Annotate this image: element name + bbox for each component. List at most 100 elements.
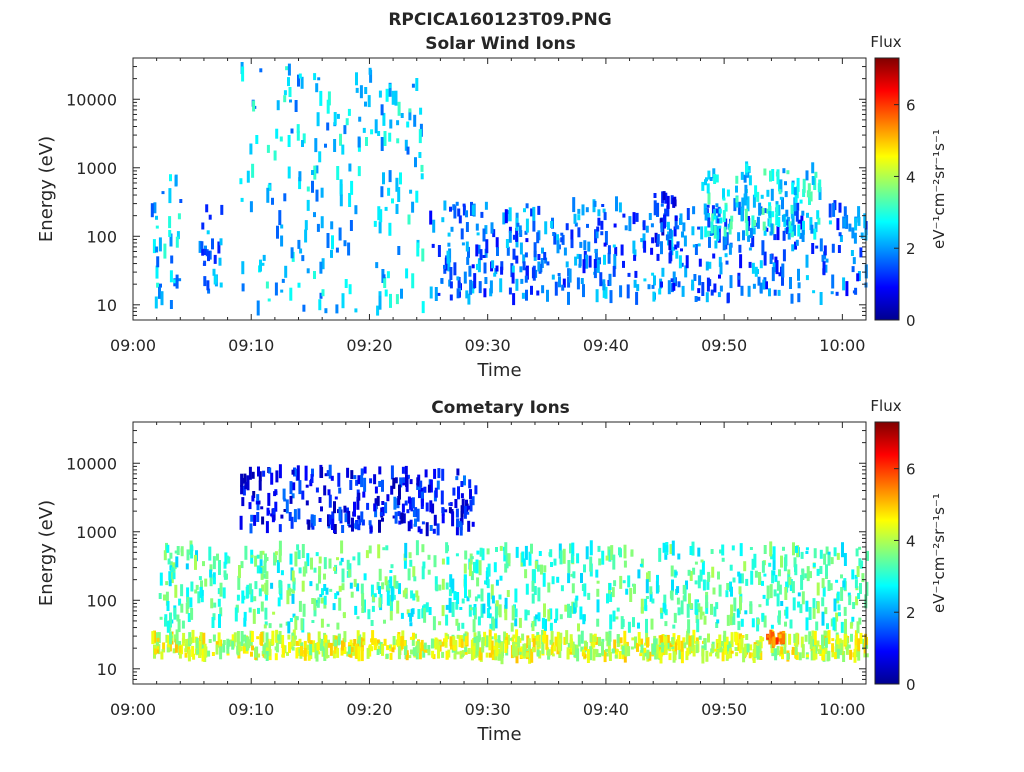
flux-cell — [588, 255, 592, 268]
flux-cell — [508, 226, 512, 233]
flux-cell — [315, 487, 319, 493]
flux-cell — [800, 215, 804, 230]
flux-cell — [445, 614, 449, 626]
flux-cell — [447, 258, 451, 272]
flux-cell — [361, 592, 365, 606]
flux-cell — [219, 582, 223, 597]
flux-cell — [806, 566, 810, 582]
flux-cell — [415, 190, 419, 203]
flux-cell — [194, 554, 197, 570]
flux-cell — [779, 196, 783, 200]
flux-cell — [444, 257, 448, 271]
flux-cell — [574, 598, 578, 608]
flux-cell — [750, 570, 754, 585]
flux-cell — [463, 475, 466, 486]
flux-cell — [195, 584, 199, 590]
flux-cell — [502, 212, 506, 225]
flux-cell — [850, 633, 853, 642]
flux-cell — [331, 518, 334, 530]
flux-cell — [412, 593, 416, 601]
flux-cell — [776, 593, 780, 607]
flux-cell — [743, 561, 747, 572]
flux-cell — [151, 631, 155, 645]
flux-cell — [839, 235, 843, 242]
flux-cell — [379, 209, 383, 223]
flux-cell — [655, 649, 659, 660]
flux-cell — [830, 557, 834, 565]
flux-cell — [723, 640, 727, 655]
flux-cell — [353, 501, 356, 517]
flux-cell — [719, 285, 723, 292]
flux-cell — [415, 78, 419, 91]
flux-cell — [251, 471, 255, 479]
flux-cell — [692, 244, 696, 248]
flux-cell — [336, 622, 340, 630]
flux-cell — [530, 543, 533, 554]
flux-cell — [567, 560, 571, 573]
flux-cell — [376, 639, 380, 644]
flux-cell — [763, 168, 767, 176]
flux-cell — [766, 634, 770, 638]
flux-cell — [851, 266, 855, 273]
flux-cell — [556, 234, 559, 241]
flux-cell — [456, 651, 460, 655]
flux-cell — [406, 146, 410, 155]
flux-cell — [384, 576, 388, 586]
flux-cell — [812, 563, 816, 568]
flux-cell — [178, 645, 182, 653]
flux-cell — [615, 648, 619, 659]
flux-cell — [320, 618, 324, 628]
flux-cell — [818, 179, 822, 190]
flux-cell — [597, 209, 601, 217]
flux-cell — [419, 528, 423, 534]
flux-cell — [835, 291, 839, 296]
flux-cell — [592, 648, 596, 661]
flux-cell — [281, 278, 285, 283]
flux-cell — [778, 584, 782, 595]
flux-cell — [504, 209, 508, 224]
flux-cell — [307, 633, 311, 644]
flux-cell — [579, 606, 583, 620]
flux-cell — [680, 248, 683, 252]
flux-cell — [424, 469, 428, 478]
flux-cell — [474, 654, 478, 658]
flux-cell — [343, 647, 347, 654]
flux-cell — [660, 612, 664, 619]
flux-cell — [595, 569, 599, 578]
flux-cell — [309, 640, 313, 645]
flux-cell — [406, 509, 410, 514]
flux-cell — [691, 279, 695, 291]
flux-cell — [278, 549, 282, 563]
flux-cell — [845, 214, 849, 229]
flux-cell — [747, 234, 751, 242]
flux-cell — [825, 258, 829, 263]
flux-cell — [368, 67, 372, 75]
flux-cell — [582, 259, 586, 274]
flux-cell — [806, 212, 809, 218]
flux-cell — [341, 640, 344, 651]
flux-cell — [490, 640, 494, 655]
flux-cell — [800, 551, 804, 559]
y-tick-label: 10 — [97, 660, 117, 679]
flux-cell — [360, 468, 364, 476]
flux-cell — [263, 654, 267, 659]
flux-cell — [297, 550, 301, 560]
flux-cell — [706, 213, 710, 221]
flux-cell — [316, 602, 320, 608]
flux-cell — [812, 607, 816, 619]
flux-cell — [819, 292, 823, 305]
flux-cell — [240, 485, 244, 495]
flux-cell — [585, 207, 589, 213]
flux-cell — [168, 216, 172, 229]
flux-cell — [376, 495, 380, 506]
flux-cell — [169, 552, 173, 559]
flux-cell — [473, 637, 477, 644]
flux-cell — [236, 594, 240, 601]
flux-cell — [582, 614, 586, 625]
flux-cell — [482, 228, 486, 242]
flux-cell — [168, 579, 172, 587]
flux-cell — [329, 642, 333, 656]
flux-cell — [758, 641, 762, 653]
flux-cell — [385, 580, 389, 592]
flux-cell — [333, 112, 337, 125]
